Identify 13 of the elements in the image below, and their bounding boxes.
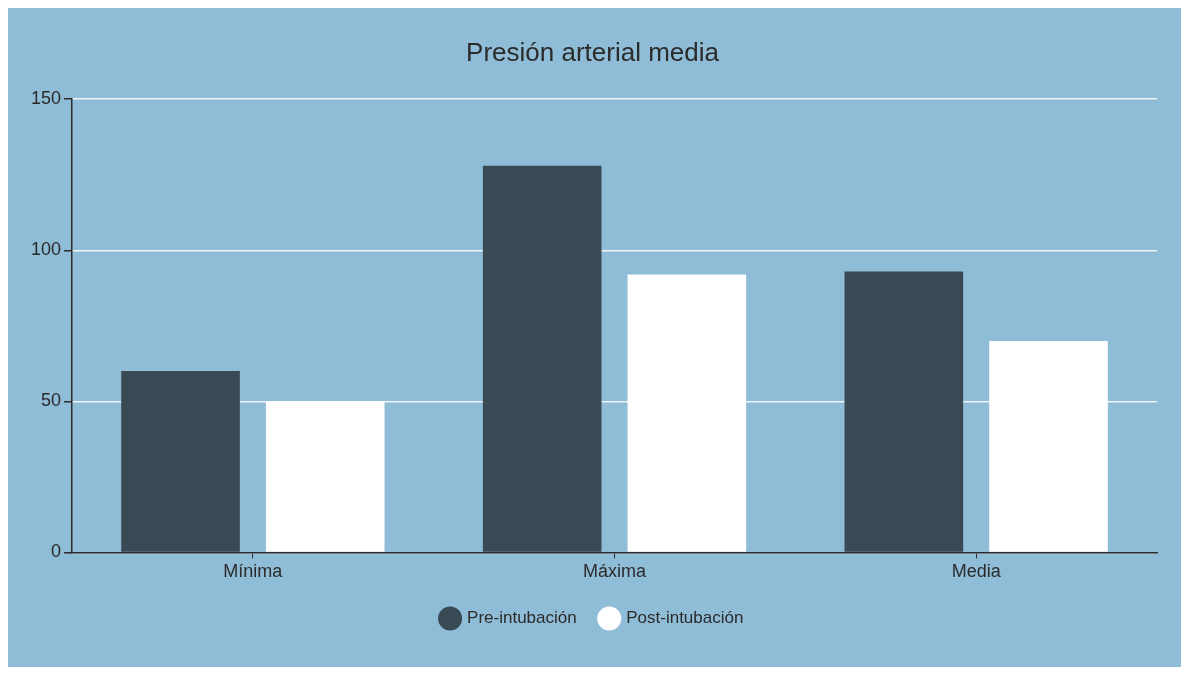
x-tick-label: Mínima xyxy=(223,561,284,582)
y-tick-label: 0 xyxy=(51,541,62,562)
bar xyxy=(482,165,602,552)
y-tick-label: 50 xyxy=(41,390,62,411)
bar xyxy=(844,271,964,552)
legend-label: Pre-intubación xyxy=(467,608,577,628)
legend-label: Post-intubación xyxy=(626,608,744,628)
y-tick-label: 150 xyxy=(30,88,62,109)
x-tick-label: Máxima xyxy=(583,561,648,582)
bar xyxy=(121,371,240,552)
chart-title: Presión arterial media xyxy=(466,36,720,67)
y-tick-label: 100 xyxy=(30,239,62,260)
x-tick-label: Media xyxy=(951,561,1002,582)
